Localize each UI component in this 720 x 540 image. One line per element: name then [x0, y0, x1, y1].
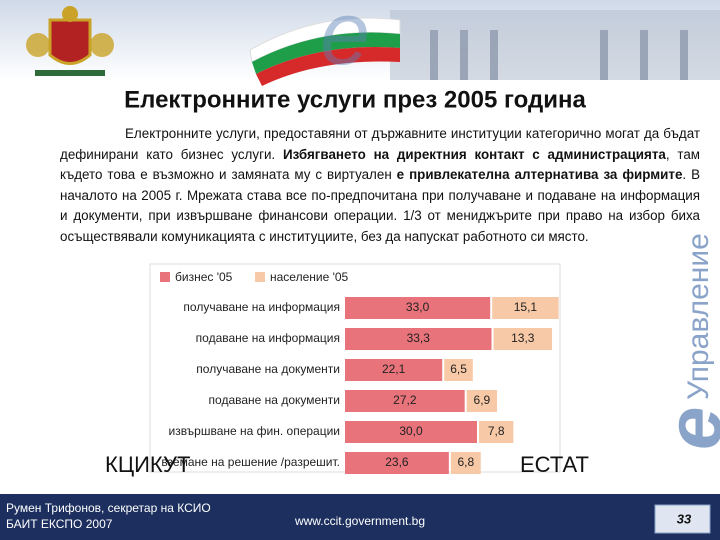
bar: [345, 390, 465, 412]
banner-e: е: [320, 0, 370, 84]
value-label: 30,0: [399, 424, 423, 438]
value-label: 33,3: [407, 331, 431, 345]
value-label: 33,0: [406, 300, 430, 314]
overlay-right: ЕСТАТ: [520, 452, 589, 477]
chart: бизнес '05 население '05 получаване на инф…: [160, 270, 559, 474]
footer-event: БАИТ ЕКСПО 2007: [6, 517, 113, 531]
value-label: 6,9: [474, 393, 491, 407]
value-label: 6,5: [450, 362, 467, 376]
bar: [345, 297, 491, 319]
bar: [345, 452, 449, 474]
paragraph-segment: е привлекателна алтернатива за фирмите: [396, 167, 683, 182]
bar: [466, 390, 498, 412]
value-label: 6,8: [457, 455, 474, 469]
category-label: подаване на информация: [196, 331, 340, 345]
slide-title: Електронните услуги през 2005 година: [124, 86, 586, 113]
bar: [345, 359, 443, 381]
category-label: получаване на документи: [196, 362, 340, 376]
paragraph-segment: . В началото на 2005 г. Мрежата става вс…: [60, 167, 701, 244]
flag-green: [252, 32, 400, 74]
bar: [444, 359, 473, 381]
footer-bar: [0, 494, 720, 540]
value-label: 23,6: [385, 455, 409, 469]
footer-author: Румен Трифонов, секретар на КСИО: [6, 501, 211, 515]
bar: [492, 297, 559, 319]
flag-red: [256, 47, 400, 86]
paragraph-segment: Електронните услуги, предоставяни от дър…: [60, 126, 700, 162]
coat-of-arms: [26, 6, 114, 76]
side-logo: е Управление: [650, 233, 720, 450]
side-logo-letter: е: [650, 407, 720, 450]
side-logo-text: Управление: [682, 233, 715, 400]
category-label: получаване на информация: [183, 300, 340, 314]
page-number: 33: [677, 511, 692, 526]
value-label: 13,3: [511, 331, 535, 345]
paragraph-segment: Избягването на директния контакт с админ…: [282, 146, 666, 162]
building-columns: [430, 30, 688, 80]
category-label: вземане на решение /разрешит.: [161, 455, 340, 469]
building: [390, 10, 720, 80]
value-label: 22,1: [382, 362, 406, 376]
category-label: извършване на фин. операции: [168, 424, 340, 438]
value-label: 7,8: [488, 424, 505, 438]
page-box: [654, 504, 711, 534]
overlay-left: КЦИКУТ: [105, 452, 190, 477]
bar: [345, 328, 492, 350]
bar: [345, 421, 477, 443]
footer-url: www.ccit.government.bg: [294, 514, 425, 528]
legend-label: бизнес '05: [175, 270, 233, 284]
bar: [493, 328, 553, 350]
bar: [479, 421, 514, 443]
value-label: 15,1: [514, 300, 538, 314]
bar: [450, 452, 481, 474]
value-label: 27,2: [393, 393, 417, 407]
paragraph-segment: , там където това е възможно и замяната …: [60, 146, 701, 183]
legend-swatch: [160, 272, 170, 282]
legend-swatch: [255, 272, 265, 282]
category-label: подаване на документи: [209, 393, 340, 407]
legend-label: население '05: [270, 270, 349, 284]
paragraph: Електронните услуги, предоставяни от дър…: [60, 124, 700, 247]
